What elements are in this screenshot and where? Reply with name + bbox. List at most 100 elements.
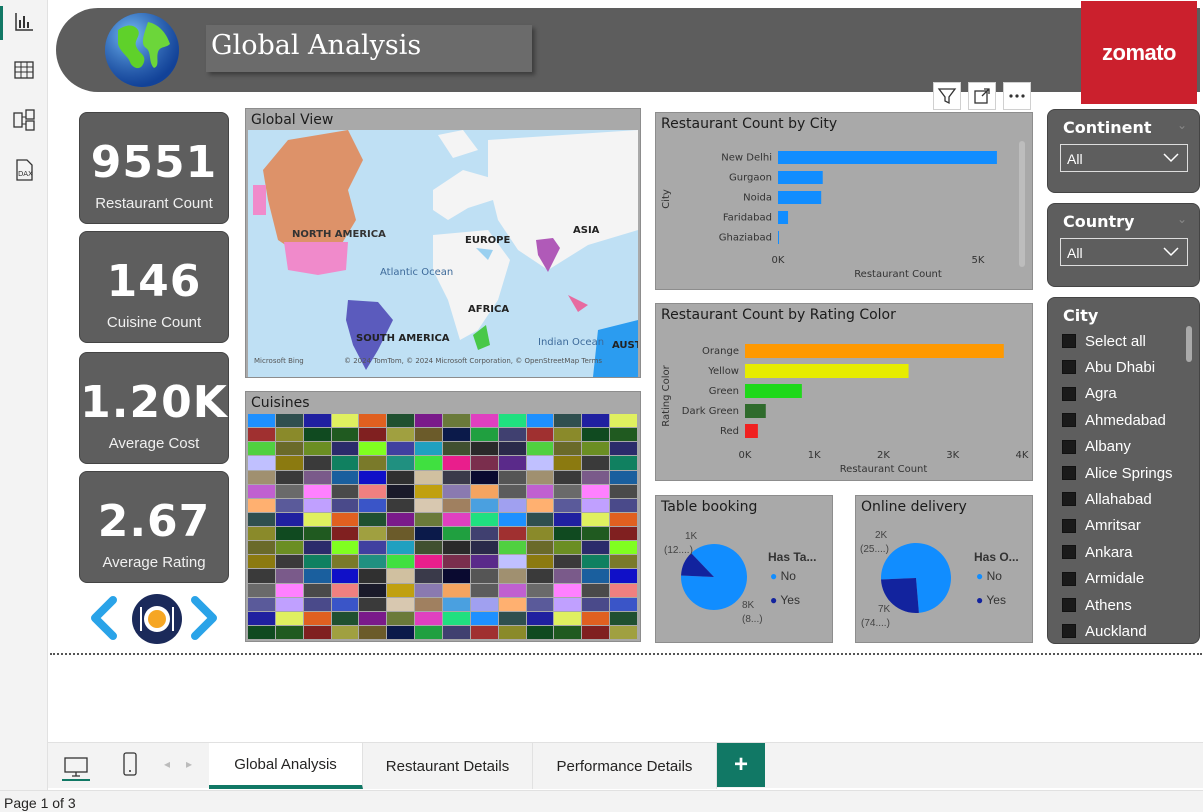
treemap-tile[interactable] — [498, 442, 526, 456]
bar-yellow[interactable] — [745, 364, 909, 378]
treemap-tile[interactable] — [248, 597, 275, 611]
treemap-tile[interactable] — [498, 414, 526, 428]
cuisines-treemap-panel[interactable]: Cuisines — [245, 391, 641, 642]
treemap-tile[interactable] — [331, 555, 359, 569]
treemap-tile[interactable] — [387, 541, 415, 555]
treemap-tile[interactable] — [331, 569, 359, 583]
treemap-tile[interactable] — [610, 512, 637, 526]
online-delivery-panel[interactable]: Online delivery 2K (25....) 7K (74....) … — [855, 495, 1033, 643]
treemap-tile[interactable] — [610, 611, 637, 625]
treemap-tile[interactable] — [610, 442, 637, 456]
treemap-tile[interactable] — [443, 555, 470, 569]
treemap-tile[interactable] — [275, 414, 303, 428]
checkbox[interactable] — [1062, 571, 1076, 586]
treemap-tile[interactable] — [275, 625, 303, 639]
city-option[interactable]: Allahabad — [1062, 489, 1152, 509]
dining-plate-icon[interactable] — [131, 593, 183, 645]
treemap-tile[interactable] — [275, 569, 303, 583]
checkbox[interactable] — [1062, 360, 1076, 375]
treemap-tile[interactable] — [498, 527, 526, 541]
report-view-icon[interactable] — [12, 10, 36, 34]
treemap-tile[interactable] — [526, 428, 554, 442]
treemap-tile[interactable] — [275, 527, 303, 541]
treemap-tile[interactable] — [415, 442, 442, 456]
treemap-tile[interactable] — [415, 569, 442, 583]
treemap-tile[interactable] — [387, 470, 415, 484]
treemap-tile[interactable] — [331, 597, 359, 611]
treemap-tile[interactable] — [248, 583, 275, 597]
treemap-tile[interactable] — [415, 498, 442, 512]
treemap-tile[interactable] — [554, 484, 582, 498]
city-chart-scrollbar[interactable] — [1019, 141, 1025, 267]
treemap-tile[interactable] — [331, 428, 359, 442]
treemap-tile[interactable] — [359, 442, 387, 456]
treemap-tile[interactable] — [443, 597, 470, 611]
treemap-tile[interactable] — [359, 555, 387, 569]
treemap-tile[interactable] — [415, 512, 442, 526]
treemap-tile[interactable] — [275, 428, 303, 442]
treemap-tile[interactable] — [275, 470, 303, 484]
treemap-tile[interactable] — [443, 498, 470, 512]
kpi-cuisine-count[interactable]: 146 Cuisine Count — [79, 231, 229, 343]
legend-item-yes[interactable]: ● Yes — [976, 593, 1006, 607]
city-option[interactable]: Ahmedabad — [1062, 410, 1166, 430]
treemap-tile[interactable] — [526, 442, 554, 456]
treemap-tile[interactable] — [443, 428, 470, 442]
legend-item-no[interactable]: ● No — [770, 569, 796, 583]
treemap-tile[interactable] — [443, 541, 470, 555]
treemap-tile[interactable] — [443, 470, 470, 484]
treemap-tile[interactable] — [248, 512, 275, 526]
treemap-tile[interactable] — [303, 414, 331, 428]
bar-red[interactable] — [745, 424, 758, 438]
bar-ghaziabad[interactable] — [778, 231, 779, 244]
tab-global-analysis[interactable]: Global Analysis — [209, 743, 363, 789]
continent-slicer[interactable]: Continent ⌄ All — [1047, 109, 1200, 193]
global-view-map-panel[interactable]: Global View NORTH AMERICA EUROPE ASIA AF… — [245, 108, 641, 378]
treemap-tile[interactable] — [470, 470, 498, 484]
treemap-tile[interactable] — [582, 541, 610, 555]
country-slicer[interactable]: Country ⌄ All — [1047, 203, 1200, 287]
legend-item-no[interactable]: ● No — [976, 569, 1002, 583]
treemap-tile[interactable] — [248, 541, 275, 555]
treemap-tile[interactable] — [415, 583, 442, 597]
treemap-tile[interactable] — [526, 583, 554, 597]
treemap-tile[interactable] — [387, 611, 415, 625]
treemap-tile[interactable] — [359, 456, 387, 470]
treemap-tile[interactable] — [554, 470, 582, 484]
treemap-tile[interactable] — [248, 414, 275, 428]
treemap-tile[interactable] — [331, 541, 359, 555]
treemap-tile[interactable] — [498, 498, 526, 512]
legend-item-yes[interactable]: ● Yes — [770, 593, 800, 607]
treemap-tile[interactable] — [387, 569, 415, 583]
map-attribution[interactable]: © 2024 TomTom, © 2024 Microsoft Corporat… — [344, 357, 602, 365]
checkbox[interactable] — [1062, 439, 1076, 454]
treemap-tile[interactable] — [610, 555, 637, 569]
treemap-tile[interactable] — [610, 527, 637, 541]
kpi-average-rating[interactable]: 2.67 Average Rating — [79, 471, 229, 583]
checkbox[interactable] — [1062, 386, 1076, 401]
treemap-tile[interactable] — [331, 456, 359, 470]
treemap-tile[interactable] — [554, 527, 582, 541]
treemap-tile[interactable] — [387, 527, 415, 541]
treemap-tile[interactable] — [248, 527, 275, 541]
table-view-icon[interactable] — [12, 58, 36, 82]
treemap-tile[interactable] — [303, 456, 331, 470]
treemap-tile[interactable] — [387, 512, 415, 526]
treemap-tile[interactable] — [526, 541, 554, 555]
treemap-tile[interactable] — [248, 456, 275, 470]
treemap-tile[interactable] — [331, 527, 359, 541]
treemap-tile[interactable] — [582, 498, 610, 512]
filter-icon[interactable] — [933, 82, 961, 110]
treemap-tile[interactable] — [554, 498, 582, 512]
country-dropdown[interactable]: All — [1060, 238, 1188, 266]
city-option[interactable]: Armidale — [1062, 569, 1144, 589]
treemap-tile[interactable] — [582, 442, 610, 456]
treemap-tile[interactable] — [331, 625, 359, 639]
treemap-tile[interactable] — [303, 555, 331, 569]
treemap-tile[interactable] — [498, 428, 526, 442]
checkbox[interactable] — [1062, 624, 1076, 639]
treemap-tile[interactable] — [443, 442, 470, 456]
treemap-tile[interactable] — [470, 428, 498, 442]
treemap-tile[interactable] — [470, 583, 498, 597]
treemap-tile[interactable] — [582, 597, 610, 611]
